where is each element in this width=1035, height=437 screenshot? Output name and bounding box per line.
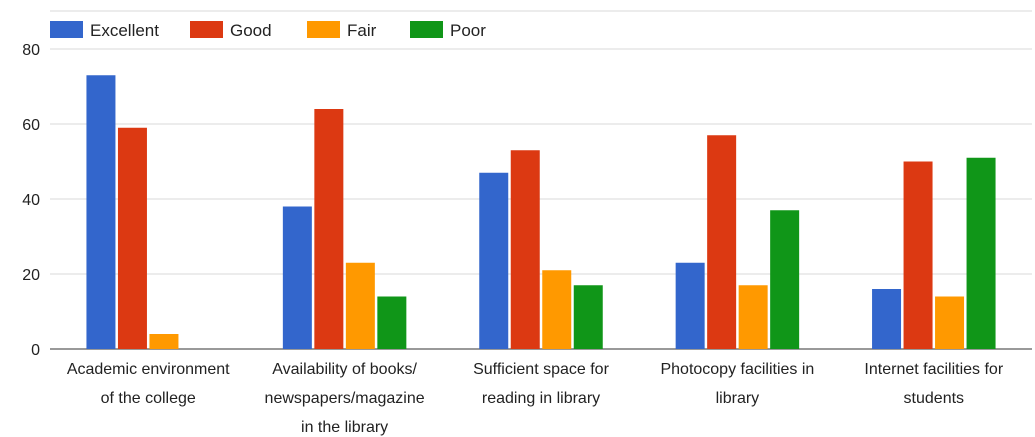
bar-fair-3 — [738, 285, 768, 349]
bar-excellent-1 — [282, 206, 312, 349]
x-category-label-1-line-2: in the library — [301, 419, 388, 436]
y-tick-label-0: 0 — [31, 342, 40, 359]
x-category-label-3-line-1: library — [716, 390, 760, 407]
bar-excellent-4 — [872, 289, 902, 349]
bar-good-0 — [117, 127, 147, 349]
x-category-label-2-line-1: reading in library — [482, 390, 600, 407]
bar-fair-0 — [149, 334, 179, 349]
bar-poor-2 — [573, 285, 603, 349]
y-tick-label-20: 20 — [22, 267, 40, 284]
bar-good-3 — [707, 135, 737, 349]
y-tick-label-60: 60 — [22, 117, 40, 134]
bar-poor-1 — [377, 296, 407, 349]
bar-poor-3 — [770, 210, 800, 349]
x-category-label-1-line-1: newspapers/magazine — [265, 390, 425, 407]
bar-fair-4 — [935, 296, 965, 349]
bar-excellent-0 — [86, 75, 116, 349]
y-tick-label-40: 40 — [22, 192, 40, 209]
x-category-label-0-line-1: of the college — [101, 390, 196, 407]
bar-fair-1 — [345, 262, 375, 349]
x-category-label-2-line-0: Sufficient space for — [473, 361, 609, 378]
bar-excellent-2 — [479, 172, 509, 349]
x-category-label-0-line-0: Academic environment — [67, 361, 230, 378]
x-category-label-4-line-0: Internet facilities for — [864, 361, 1003, 378]
legend-label-fair: Fair — [347, 21, 377, 40]
legend-label-excellent: Excellent — [90, 21, 159, 40]
legend-swatch-good — [190, 21, 223, 38]
bar-good-4 — [903, 161, 933, 349]
x-category-label-3-line-0: Photocopy facilities in — [660, 361, 814, 378]
x-category-label-1-line-0: Availability of books/ — [272, 361, 417, 378]
y-tick-label-80: 80 — [22, 42, 40, 59]
bar-good-2 — [510, 150, 540, 349]
legend-swatch-excellent — [50, 21, 83, 38]
legend-label-poor: Poor — [450, 21, 486, 40]
legend-swatch-fair — [307, 21, 340, 38]
bar-poor-4 — [966, 157, 996, 349]
bar-fair-2 — [542, 270, 572, 349]
bar-good-1 — [314, 109, 344, 349]
legend-swatch-poor — [410, 21, 443, 38]
bar-excellent-3 — [675, 262, 705, 349]
legend-label-good: Good — [230, 21, 272, 40]
x-category-label-4-line-1: students — [904, 390, 964, 407]
